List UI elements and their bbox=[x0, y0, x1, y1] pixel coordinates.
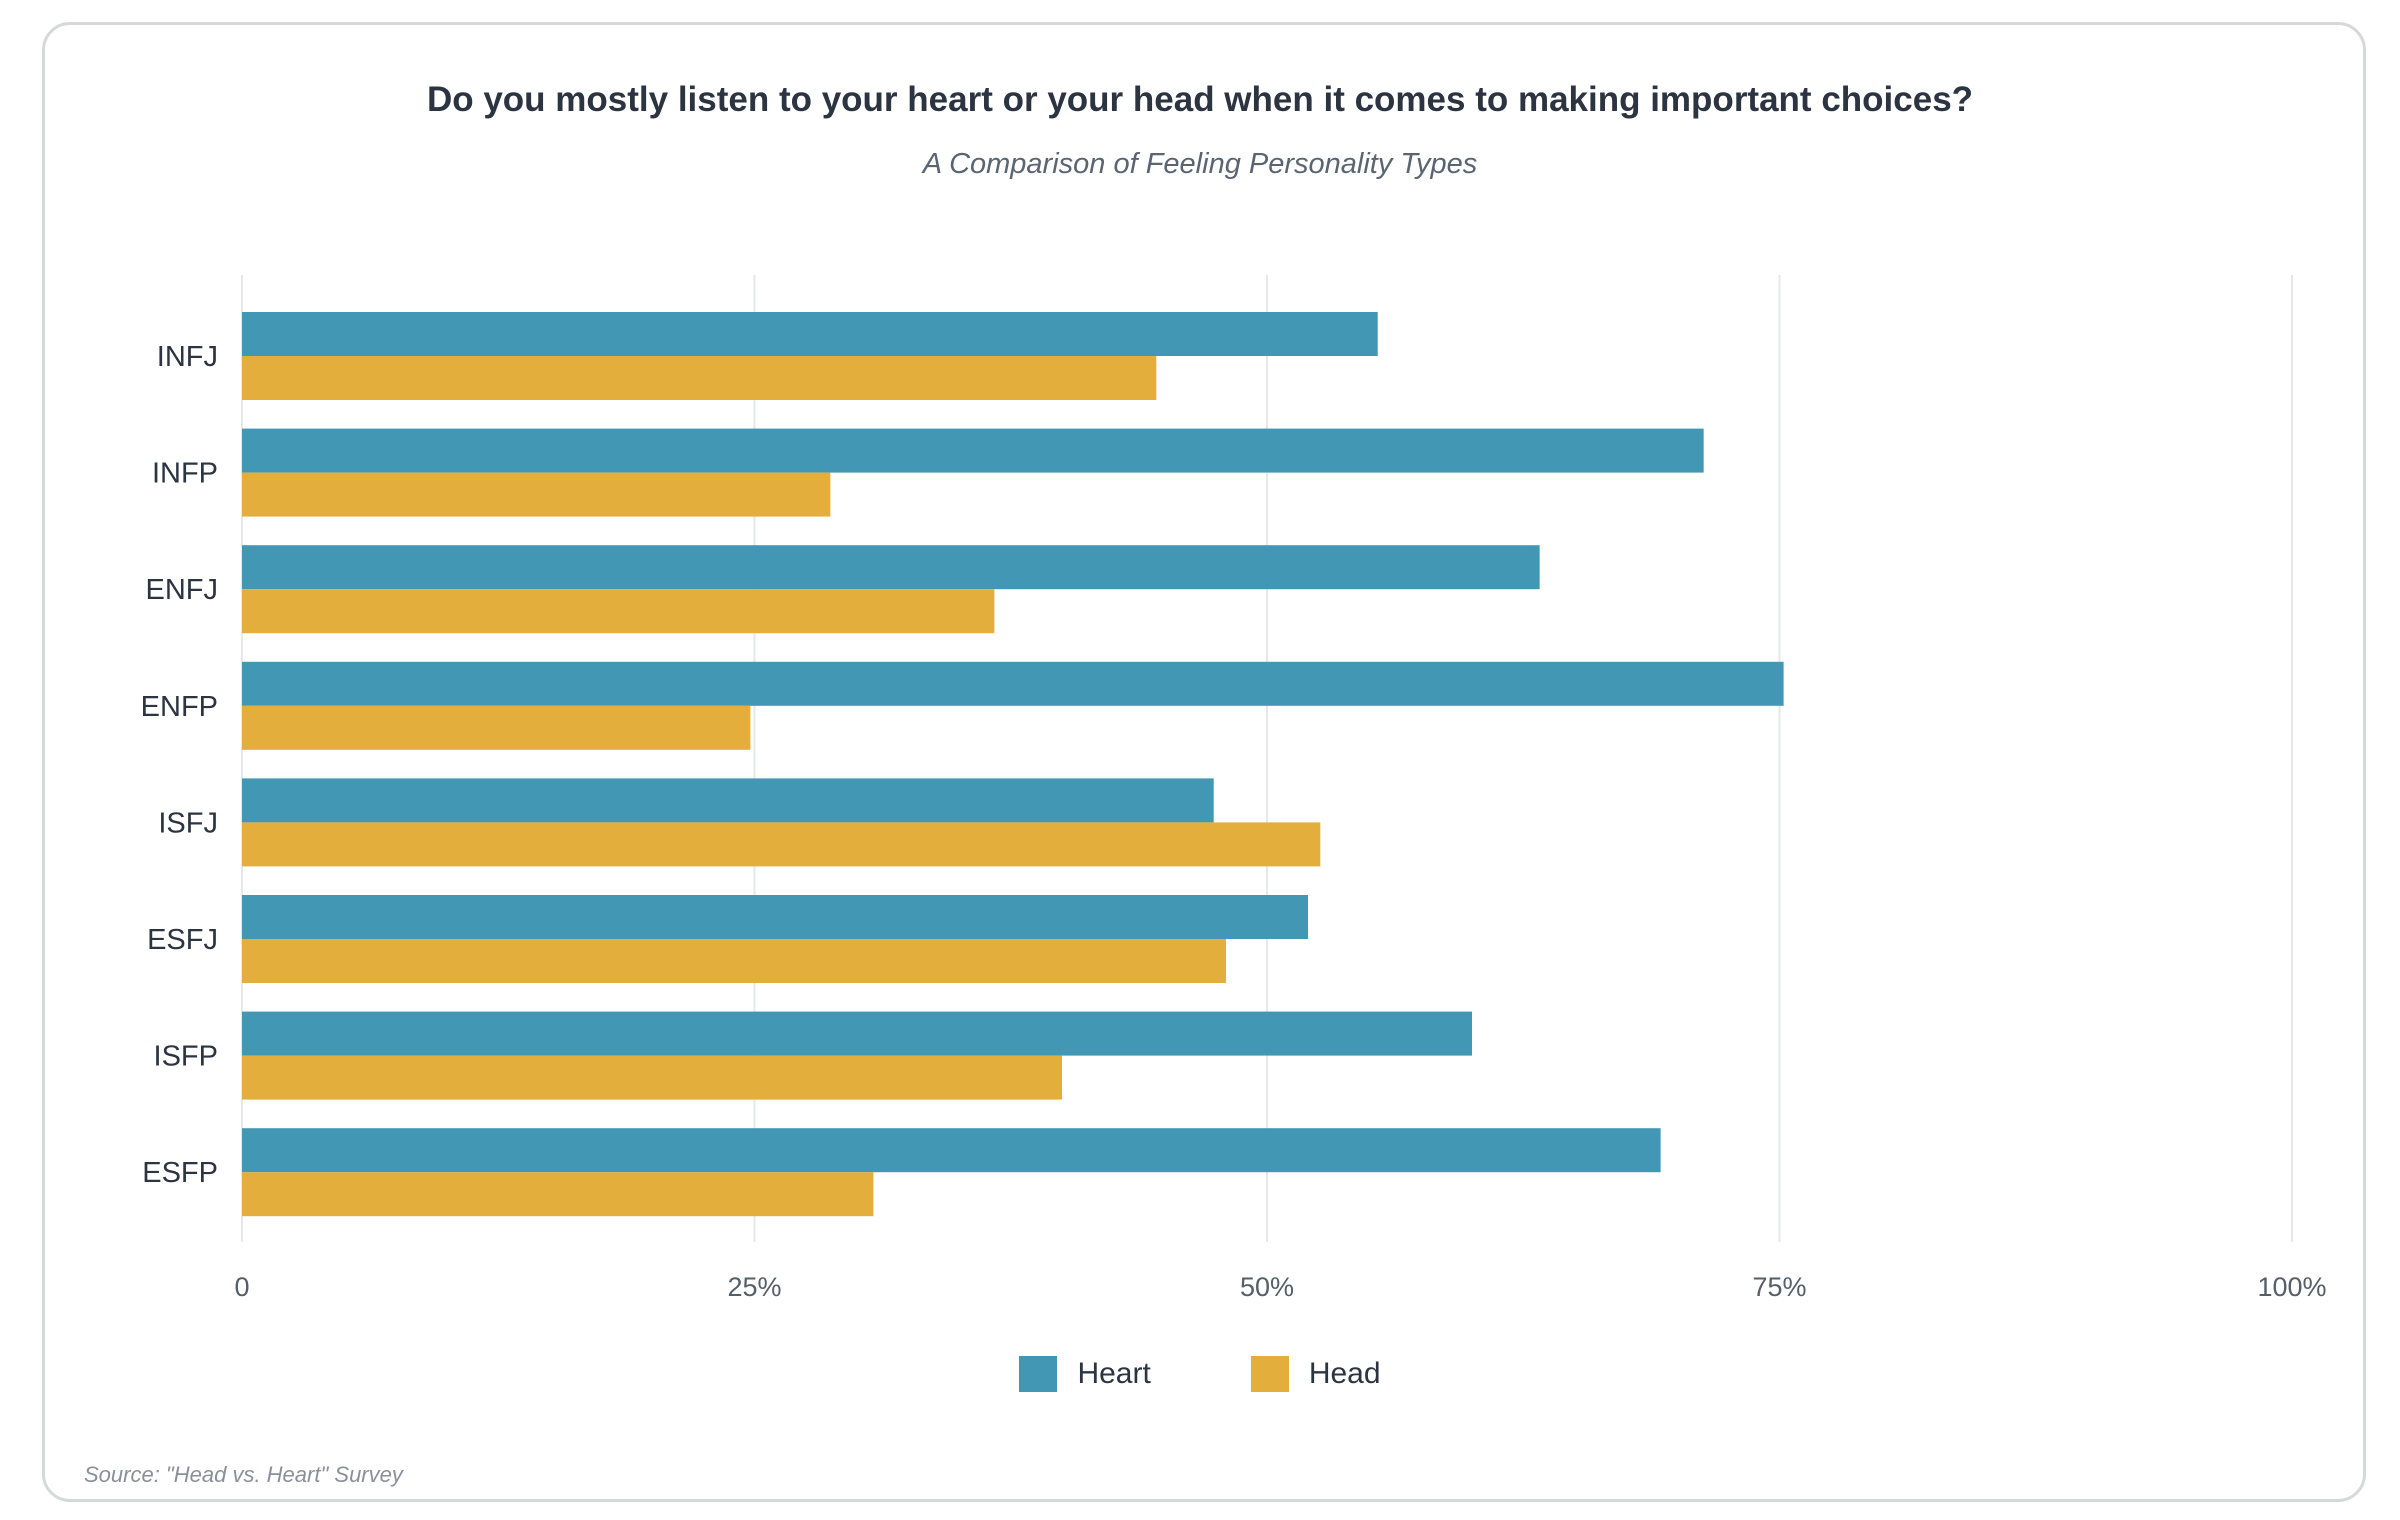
bar-heart bbox=[242, 545, 1540, 590]
bar-head bbox=[242, 356, 1157, 400]
x-tick-label: 100% bbox=[2257, 1272, 2326, 1302]
bar-head bbox=[242, 1172, 874, 1217]
category-label: ENFJ bbox=[146, 574, 219, 606]
legend-item-head[interactable]: Head bbox=[1250, 1356, 1381, 1392]
chart-card bbox=[42, 22, 2366, 1502]
category-label: INFJ bbox=[157, 341, 218, 373]
x-tick-label: 25% bbox=[727, 1272, 781, 1302]
bar-heart bbox=[242, 1011, 1472, 1056]
x-tick-label: 0 bbox=[234, 1272, 249, 1302]
bar-head bbox=[242, 822, 1321, 867]
bar-heart bbox=[242, 661, 1784, 706]
bar-heart bbox=[242, 1128, 1661, 1173]
bar-heart bbox=[242, 778, 1214, 823]
legend-label-head: Head bbox=[1308, 1357, 1381, 1390]
category-label: INFP bbox=[152, 458, 218, 490]
bar-heart bbox=[242, 428, 1704, 473]
bar-heart bbox=[242, 895, 1308, 939]
source-note: Source: "Head vs. Heart" Survey bbox=[84, 1462, 403, 1487]
category-label: ISFP bbox=[154, 1041, 218, 1073]
bar-head bbox=[242, 705, 751, 750]
chart-title: Do you mostly listen to your heart or yo… bbox=[426, 80, 1974, 119]
bar-head bbox=[242, 939, 1226, 983]
legend-swatch-heart bbox=[1019, 1356, 1058, 1392]
x-tick-label: 75% bbox=[1752, 1272, 1806, 1302]
category-label: ENFP bbox=[141, 691, 218, 723]
bar-head bbox=[242, 1055, 1062, 1100]
chart-subtitle: A Comparison of Feeling Personality Type… bbox=[922, 148, 1478, 180]
category-label: ISFJ bbox=[158, 807, 218, 839]
legend-item-heart[interactable]: Heart bbox=[1019, 1356, 1151, 1392]
legend-label-heart: Heart bbox=[1077, 1357, 1151, 1390]
bar-head bbox=[242, 589, 995, 634]
category-label: ESFP bbox=[142, 1157, 218, 1189]
category-label: ESFJ bbox=[147, 924, 218, 956]
bar-head bbox=[242, 472, 831, 517]
bar-heart bbox=[242, 312, 1378, 356]
legend: Heart Head bbox=[0, 1356, 2400, 1392]
x-tick-label: 50% bbox=[1240, 1272, 1294, 1302]
legend-swatch-head bbox=[1250, 1356, 1289, 1392]
